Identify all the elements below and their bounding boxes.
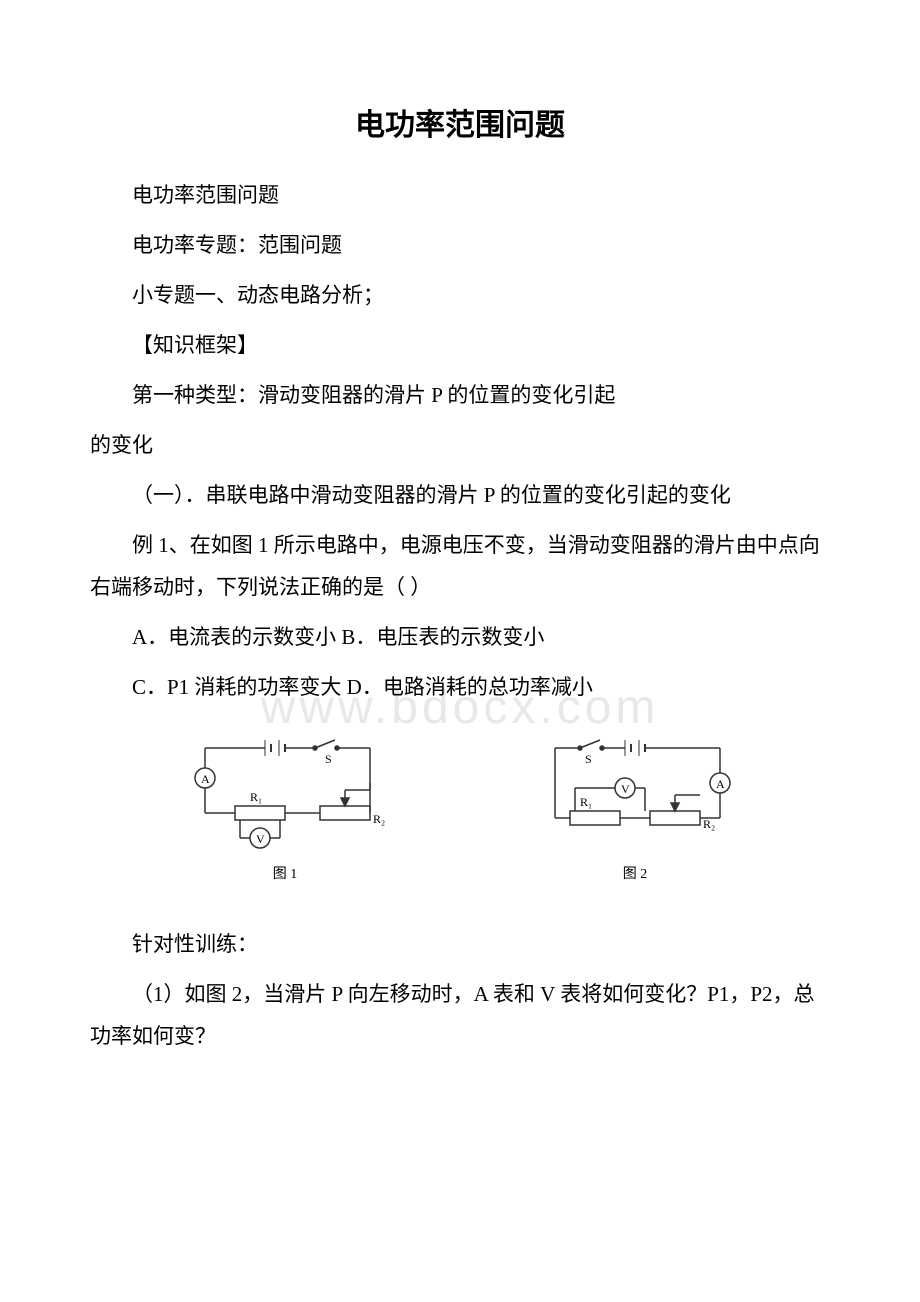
r2-label-1: R₂: [373, 812, 385, 826]
voltmeter-label-2: V: [621, 782, 630, 796]
switch-label-2: S: [585, 752, 592, 766]
paragraph-4: 【知识框架】: [90, 324, 830, 366]
paragraph-7: （一）．串联电路中滑动变阻器的滑片 P 的位置的变化引起的变化: [90, 474, 830, 516]
figure-2: S A R₂: [525, 728, 745, 883]
switch-label-1: S: [325, 752, 332, 766]
r1-label-1: R₁: [250, 790, 262, 804]
paragraph-11: 针对性训练：: [90, 923, 830, 965]
paragraph-10: C．P1 消耗的功率变大 D．电路消耗的总功率减小: [90, 666, 830, 708]
paragraph-2: 电功率专题：范围问题: [90, 224, 830, 266]
circuit-diagram-2: S A R₂: [525, 728, 745, 858]
figure-1-caption: 图 1: [273, 863, 298, 883]
r2-label-2: R₂: [703, 817, 715, 831]
document-title: 电功率范围问题: [90, 100, 830, 144]
paragraph-12: （1）如图 2，当滑片 P 向左移动时，A 表和 V 表将如何变化？P1，P2，…: [90, 973, 830, 1057]
figures-container: S R₂ R₁ A: [90, 728, 830, 883]
paragraph-1: 电功率范围问题: [90, 174, 830, 216]
circuit-diagram-1: S R₂ R₁ A: [175, 728, 395, 858]
paragraph-5: 第一种类型：滑动变阻器的滑片 P 的位置的变化引起: [90, 374, 830, 416]
paragraph-6: 的变化: [90, 424, 830, 466]
figure-2-caption: 图 2: [623, 863, 648, 883]
ammeter-label-2: A: [716, 777, 725, 791]
voltmeter-label-1: V: [256, 832, 265, 846]
paragraph-9: A．电流表的示数变小 B．电压表的示数变小: [90, 616, 830, 658]
ammeter-label-1: A: [201, 772, 210, 786]
paragraph-8: 例 1、在如图 1 所示电路中，电源电压不变，当滑动变阻器的滑片由中点向右端移动…: [90, 524, 830, 608]
paragraph-3: 小专题一、动态电路分析；: [90, 274, 830, 316]
figure-1: S R₂ R₁ A: [175, 728, 395, 883]
r1-label-2: R₁: [580, 795, 592, 809]
